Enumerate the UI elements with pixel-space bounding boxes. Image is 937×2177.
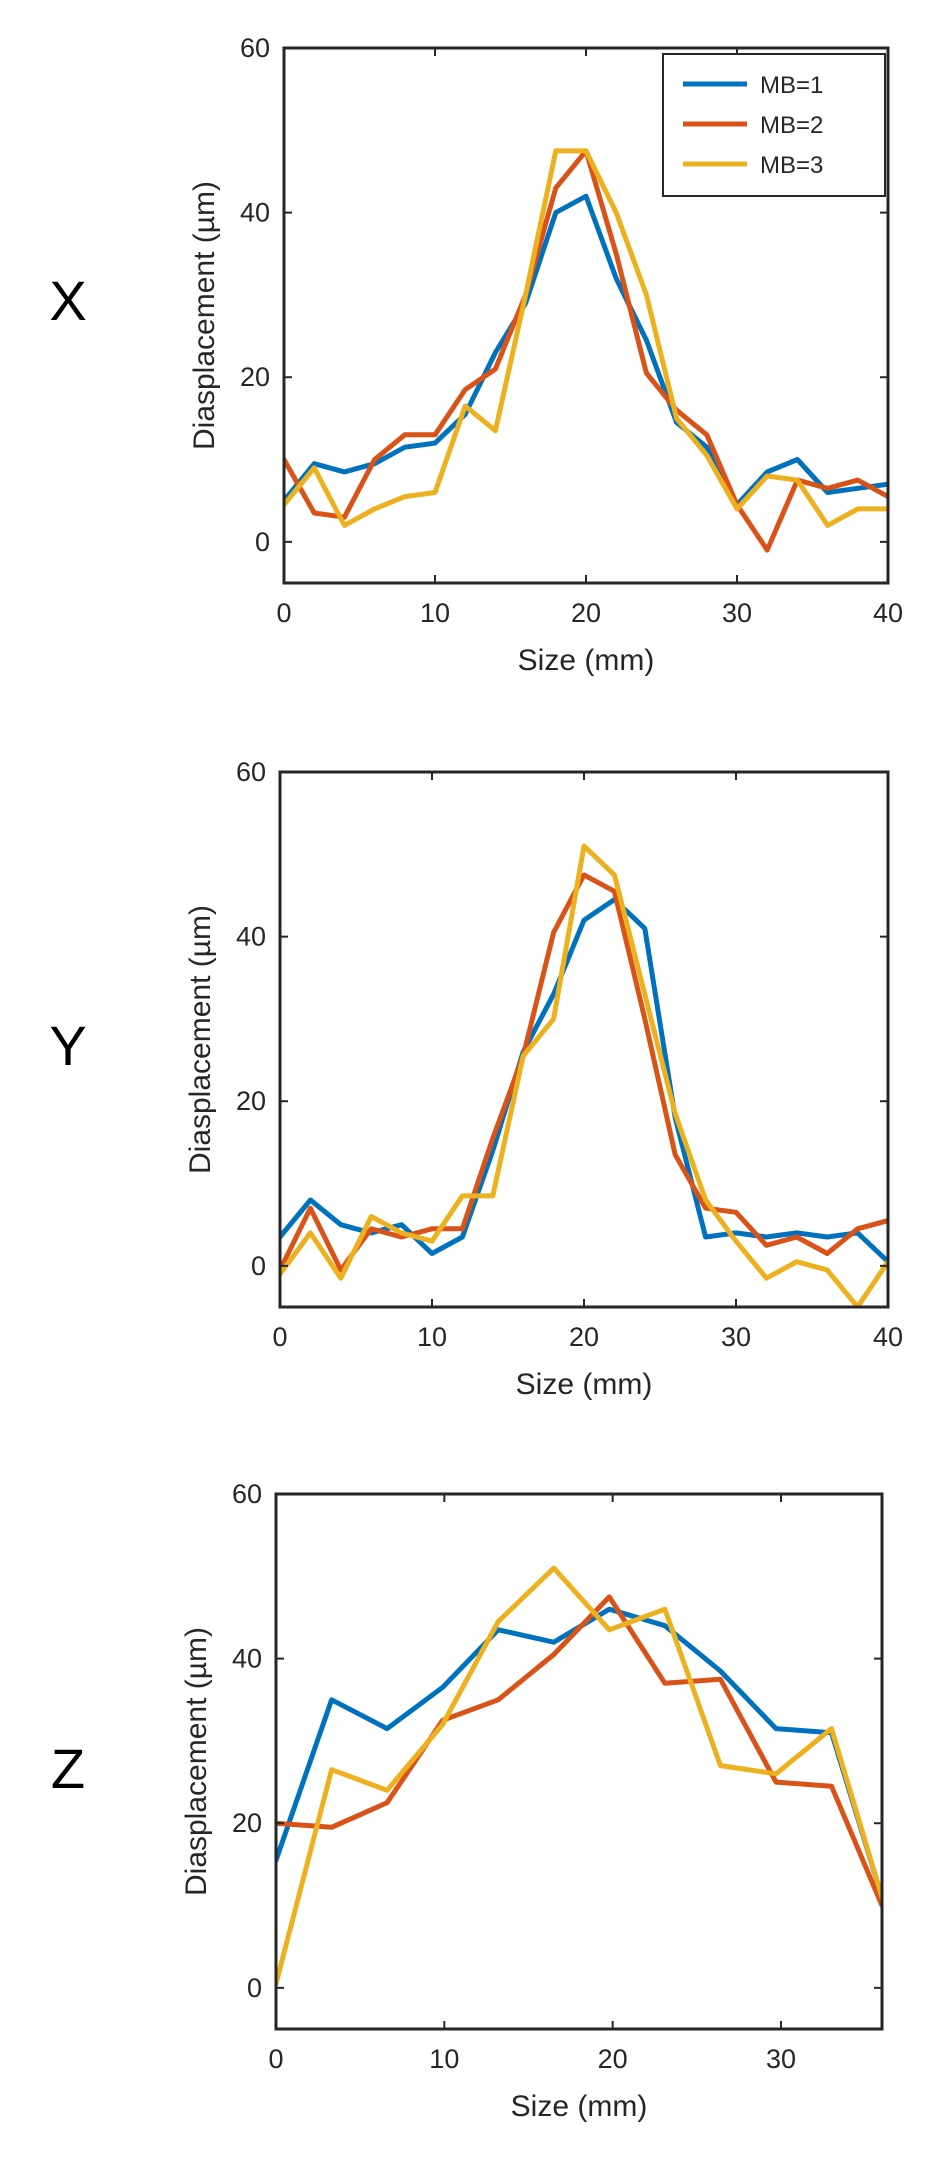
axes-box [274, 1492, 884, 2031]
y-axis-label: Diasplacement (µm) [188, 181, 221, 450]
y-tick-label: 40 [240, 198, 270, 228]
plot-area [280, 772, 888, 1307]
y-tick-label: 20 [232, 1808, 262, 1838]
y-tick-label: 0 [255, 527, 270, 557]
x-axis-label: Size (mm) [511, 2090, 648, 2123]
x-tick-label: 0 [276, 598, 291, 628]
y-tick-label: 60 [240, 33, 270, 63]
x-tick-label: 0 [272, 1322, 287, 1352]
x-tick-label: 30 [721, 1322, 751, 1352]
x-tick-label: 20 [598, 2044, 628, 2074]
x-tick-label: 10 [417, 1322, 447, 1352]
series-line-mb3 [276, 1565, 882, 1987]
chart-panel-z: Z 0 10 20 30 0 20 40 60 Size (mm) Diasplacement (µ… [51, 1479, 884, 2123]
chart-panel-x: X 0 10 20 30 40 0 20 40 60 Size (mm) Diasplacement … [49, 33, 903, 677]
y-tick-label: 40 [232, 1644, 262, 1674]
y-axis-label: Diasplacement (µm) [184, 905, 217, 1174]
series-line-mb1 [284, 193, 888, 508]
legend-entry: MB=3 [760, 152, 823, 179]
legend-entry: MB=2 [760, 112, 823, 139]
x-tick-label: 40 [873, 598, 903, 628]
x-tick-label: 10 [429, 2044, 459, 2074]
chart-panel-y: Y 0 10 20 30 40 0 20 40 60 Size (mm) Diasplacement … [49, 757, 903, 1401]
plot-area [276, 1494, 882, 2029]
y-tick-label: 20 [240, 362, 270, 392]
legend: MB=1 MB=2 MB=3 [662, 53, 886, 197]
x-axis-label: Size (mm) [516, 1368, 653, 1401]
x-tick-label: 10 [420, 598, 450, 628]
y-tick-label: 60 [232, 1479, 262, 1509]
y-tick-label: 0 [251, 1251, 266, 1281]
y-tick-label: 60 [236, 757, 266, 787]
series-line-mb2 [276, 1594, 882, 1908]
series-line-mb3 [280, 843, 888, 1307]
x-tick-label: 0 [268, 2044, 283, 2074]
x-tick-label: 30 [766, 2044, 796, 2074]
x-tick-label: 20 [571, 598, 601, 628]
row-label: Y [49, 1014, 86, 1077]
legend-entry: MB=1 [760, 72, 823, 99]
x-tick-label: 30 [722, 598, 752, 628]
x-tick-label: 40 [873, 1322, 903, 1352]
y-tick-label: 40 [236, 922, 266, 952]
row-label: Z [51, 1737, 85, 1800]
y-tick-label: 20 [236, 1086, 266, 1116]
row-label: X [49, 269, 86, 332]
series-line-mb2 [280, 872, 888, 1273]
series-line-mb3 [284, 148, 888, 528]
y-tick-label: 0 [247, 1973, 262, 2003]
y-axis-label: Diasplacement (µm) [180, 1627, 213, 1896]
x-tick-label: 20 [569, 1322, 599, 1352]
x-axis-label: Size (mm) [518, 644, 655, 677]
